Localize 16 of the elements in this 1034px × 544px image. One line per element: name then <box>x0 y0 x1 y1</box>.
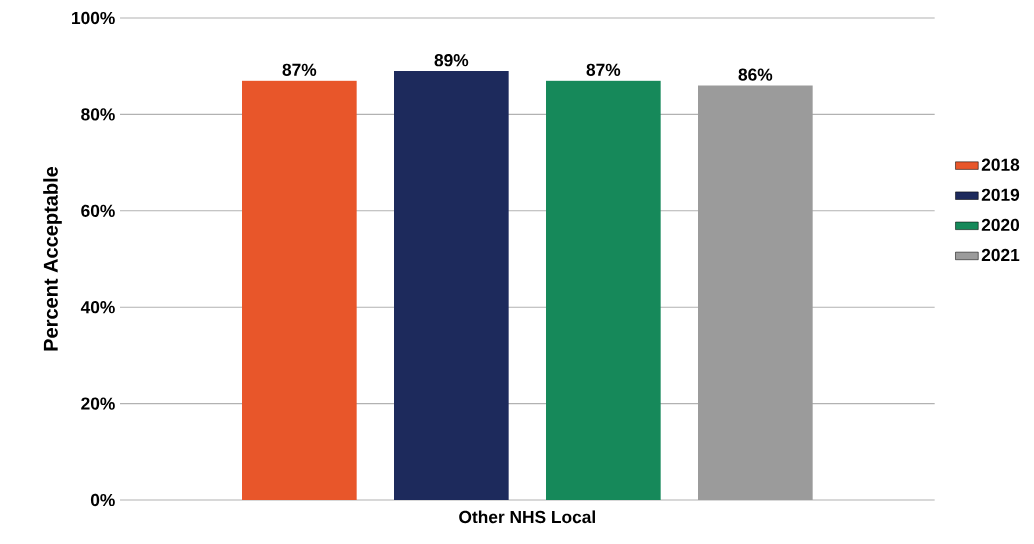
y-tick-label: 0% <box>90 493 115 507</box>
legend-label: 2020 <box>981 218 1020 232</box>
y-axis-title: Percent Acceptable <box>43 166 62 351</box>
y-tick-label: 40% <box>80 301 115 314</box>
y-tick-label: 100% <box>72 11 115 25</box>
legend-label: 2019 <box>981 188 1020 201</box>
y-tick-label: 80% <box>81 108 115 121</box>
legend-label: 2021 <box>981 248 1020 262</box>
y-tick-label: 60% <box>81 204 115 217</box>
x-tick-label: Other NHS Local <box>459 510 595 524</box>
data-label: 89% <box>434 54 469 67</box>
data-label: 87% <box>586 63 621 76</box>
legend-label: 2018 <box>981 158 1020 171</box>
data-label: 87% <box>282 63 317 76</box>
data-label: 86% <box>738 68 773 81</box>
y-tick-label: 20% <box>81 397 115 410</box>
